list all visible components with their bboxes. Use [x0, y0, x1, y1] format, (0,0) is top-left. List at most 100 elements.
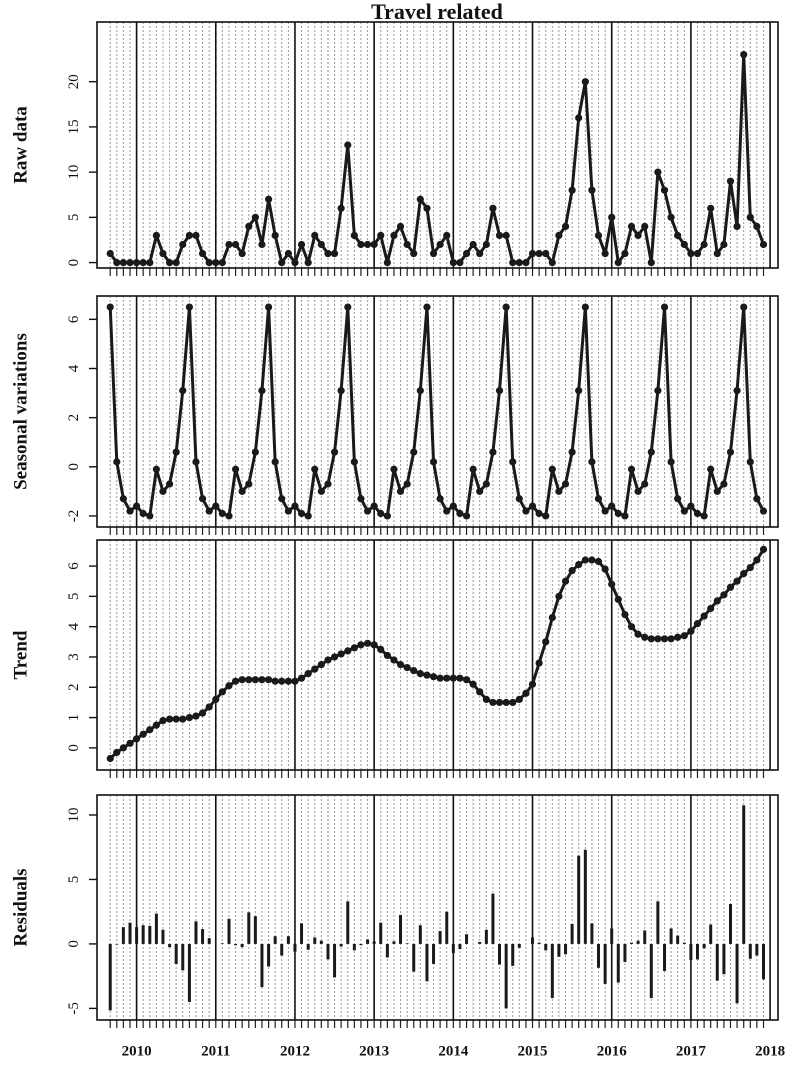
data-point	[423, 671, 431, 679]
data-point	[746, 458, 754, 466]
data-point	[126, 739, 134, 747]
y-tick-label: 0	[66, 744, 82, 752]
data-point	[548, 465, 556, 473]
data-point	[304, 512, 312, 520]
data-point	[733, 222, 741, 230]
data-point	[575, 387, 583, 395]
data-point	[561, 577, 570, 585]
data-point	[225, 682, 233, 690]
x-tick-label: 2017	[676, 1043, 707, 1059]
data-point	[198, 249, 207, 258]
data-point	[654, 635, 662, 643]
data-point	[363, 507, 372, 515]
data-point	[166, 258, 174, 267]
data-point	[291, 258, 299, 267]
y-tick-label: 10	[66, 165, 82, 180]
data-point	[126, 507, 134, 515]
data-point	[291, 677, 299, 685]
data-point	[753, 495, 761, 503]
data-point	[720, 591, 728, 599]
data-point	[317, 240, 325, 249]
data-point	[641, 222, 649, 230]
data-point	[674, 231, 682, 240]
data-point	[377, 509, 385, 518]
data-point	[700, 612, 708, 620]
data-point	[581, 303, 589, 311]
data-point	[707, 204, 715, 212]
data-point	[139, 258, 147, 267]
data-point	[687, 627, 695, 635]
data-point	[370, 641, 378, 649]
data-point	[139, 730, 147, 738]
y-tick-label: 1	[66, 714, 82, 722]
data-point	[720, 240, 728, 249]
data-point	[159, 249, 167, 258]
y-tick-label: 3	[66, 653, 82, 661]
data-point	[284, 249, 292, 258]
data-point	[509, 258, 517, 267]
data-point	[740, 303, 748, 311]
data-point	[759, 545, 768, 553]
data-point	[759, 240, 768, 249]
data-point	[212, 502, 220, 510]
panel: -5 0 5 10 Residuals	[10, 794, 779, 1028]
x-tick-label: 2011	[201, 1043, 230, 1059]
data-point	[429, 673, 438, 681]
data-point	[627, 623, 636, 631]
data-point	[251, 213, 259, 221]
data-point	[357, 240, 365, 249]
data-point	[449, 258, 457, 267]
data-point	[581, 78, 589, 86]
data-point	[621, 249, 629, 258]
data-point	[337, 650, 345, 658]
data-point	[436, 240, 444, 249]
data-point	[535, 249, 543, 258]
data-point	[126, 258, 134, 267]
data-point	[377, 231, 385, 240]
data-point	[251, 448, 259, 456]
y-tick-label: 20	[66, 74, 82, 89]
data-point	[509, 458, 517, 466]
data-point	[264, 303, 273, 311]
data-point	[192, 712, 200, 720]
data-point	[482, 480, 490, 488]
data-point	[317, 660, 325, 669]
data-point	[416, 195, 424, 203]
data-point	[528, 249, 537, 258]
panel: -2 0 2 4 6 Seasonal variations	[10, 295, 779, 535]
x-tick-label: 2010	[122, 1043, 152, 1059]
data-point	[515, 695, 523, 703]
data-point	[179, 387, 187, 395]
y-tick-label: -5	[66, 1002, 82, 1015]
data-point	[113, 258, 121, 267]
data-point	[370, 240, 378, 249]
data-point	[740, 50, 748, 59]
data-point	[416, 670, 424, 678]
y-tick-label: 15	[66, 119, 82, 134]
y-tick-label: 4	[66, 622, 82, 630]
data-point	[733, 387, 741, 395]
x-tick-label: 2018	[755, 1043, 785, 1059]
data-point	[297, 240, 306, 249]
data-point	[456, 674, 464, 682]
data-point	[449, 674, 457, 682]
data-point	[278, 258, 286, 267]
data-point	[542, 512, 550, 520]
data-point	[528, 680, 537, 688]
data-point	[713, 487, 721, 495]
data-point	[654, 387, 662, 395]
data-point	[713, 597, 721, 605]
y-tick-label: 0	[66, 463, 82, 471]
data-point	[383, 512, 391, 520]
data-point	[152, 721, 160, 729]
data-point	[377, 645, 385, 653]
data-point	[350, 458, 358, 466]
data-point	[614, 509, 622, 518]
data-point	[238, 676, 246, 684]
series-line	[108, 305, 765, 518]
data-point	[456, 509, 464, 518]
data-point	[383, 651, 391, 660]
data-point	[482, 240, 490, 249]
data-point	[489, 448, 497, 456]
data-point	[218, 258, 226, 267]
